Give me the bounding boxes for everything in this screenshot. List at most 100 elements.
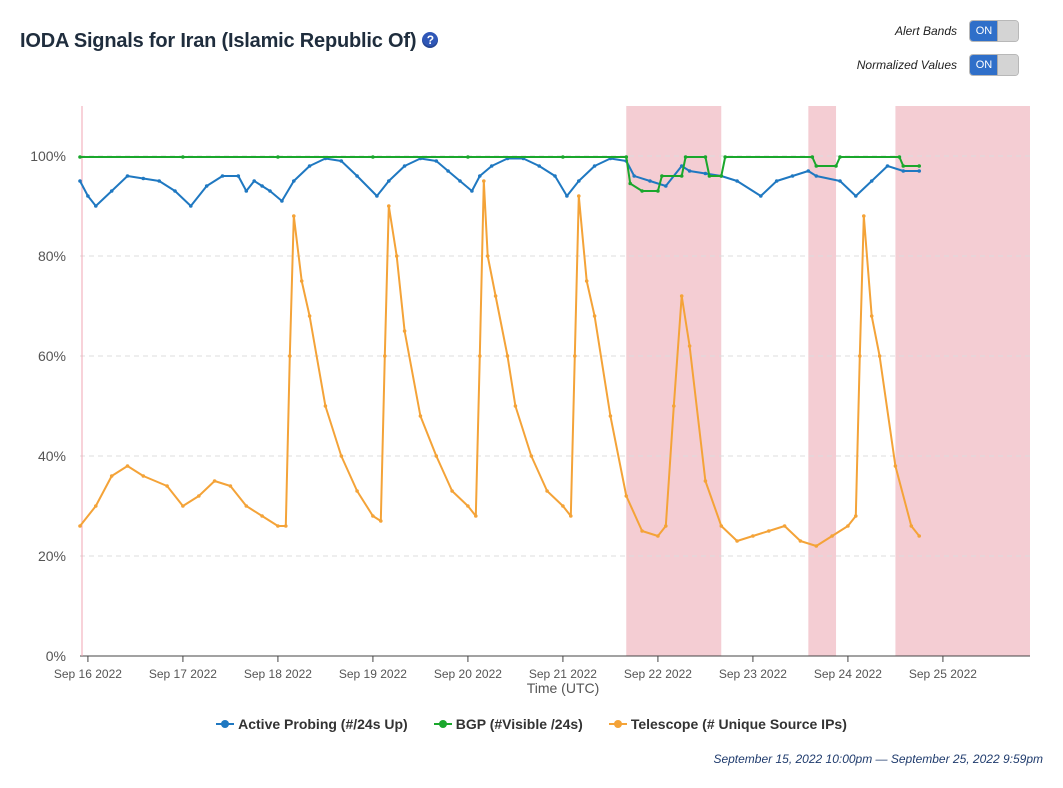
data-point-active-probing [854, 194, 858, 198]
data-point-telescope [679, 294, 684, 298]
data-point-telescope [577, 194, 581, 198]
data-point-bgp [707, 174, 712, 178]
data-point-telescope [276, 524, 280, 528]
alert-bands-label: Alert Bands [894, 24, 957, 38]
data-point-telescope [584, 279, 589, 283]
data-point-telescope [244, 504, 249, 508]
x-tick-label: Sep 20 2022 [434, 667, 502, 681]
data-point-telescope [485, 254, 490, 258]
data-point-telescope [292, 214, 296, 218]
data-point-telescope [197, 494, 201, 498]
data-point-active-probing [664, 184, 668, 188]
data-point-bgp [719, 174, 724, 178]
data-point-active-probing [94, 204, 98, 208]
data-point-telescope [640, 529, 644, 533]
alert-bands-toggle-state: ON [970, 21, 998, 41]
data-point-telescope [402, 329, 407, 333]
data-point-active-probing [735, 179, 739, 183]
data-point-active-probing [553, 174, 557, 178]
data-point-active-probing [774, 179, 779, 183]
help-icon[interactable]: ? [422, 32, 439, 48]
y-tick-label: 40% [38, 448, 66, 464]
data-point-active-probing [838, 179, 842, 183]
x-tick-label: Sep 24 2022 [814, 667, 882, 681]
data-point-telescope [474, 514, 478, 518]
normalized-values-toggle-row: Normalized Values ON [857, 54, 1019, 76]
data-point-telescope [323, 404, 328, 408]
data-point-telescope [703, 479, 708, 483]
data-point-bgp [628, 181, 632, 186]
data-point-bgp [703, 155, 708, 159]
x-axis-label: Time (UTC) [527, 680, 600, 696]
toggle-knob [997, 55, 1018, 75]
data-point-telescope [466, 504, 470, 508]
data-point-active-probing [885, 164, 890, 168]
alert-band-1 [626, 106, 722, 656]
data-point-bgp [656, 189, 660, 193]
data-point-active-probing [252, 179, 256, 183]
data-point-bgp [181, 155, 185, 159]
data-point-telescope [798, 539, 803, 543]
legend-item-bgp[interactable]: BGP (#Visible /24s) [433, 716, 583, 732]
data-point-telescope [592, 314, 597, 318]
data-point-active-probing [489, 164, 494, 168]
data-point-bgp [814, 164, 819, 168]
data-point-bgp [624, 155, 629, 159]
y-tick-label: 0% [46, 648, 66, 664]
legend-item-telescope[interactable]: Telescope (# Unique Source IPs) [608, 716, 847, 732]
y-tick-label: 100% [30, 148, 66, 164]
data-point-bgp [660, 174, 664, 178]
data-point-telescope [379, 519, 383, 523]
data-point-bgp [723, 155, 727, 159]
data-point-bgp [917, 164, 921, 168]
data-point-active-probing [806, 169, 811, 173]
data-point-telescope [288, 354, 292, 358]
data-point-telescope [478, 354, 482, 358]
data-point-active-probing [917, 169, 921, 173]
data-point-telescope [383, 354, 387, 358]
data-point-telescope [767, 529, 771, 533]
data-point-active-probing [759, 194, 763, 198]
x-tick-label: Sep 23 2022 [719, 667, 787, 681]
data-point-telescope [355, 489, 359, 493]
data-point-active-probing [292, 179, 296, 183]
data-point-active-probing [204, 184, 209, 188]
data-point-telescope [569, 514, 573, 518]
series-line-active-probing [79, 157, 920, 207]
data-point-telescope [299, 279, 304, 283]
series-bgp [78, 155, 921, 193]
y-tick-label: 20% [38, 548, 66, 564]
legend-swatch-bgp [433, 719, 452, 729]
data-point-active-probing [402, 164, 407, 168]
data-point-active-probing [577, 179, 581, 183]
data-point-telescope [561, 504, 565, 508]
data-point-telescope [751, 534, 755, 538]
y-tick-label: 80% [38, 248, 66, 264]
signals-chart[interactable]: 0% 20% 40% 60% 80% 100% Sep 16 2022 Sep 17 2022… [0, 0, 1063, 710]
data-point-telescope [719, 524, 724, 528]
toggle-knob [997, 21, 1018, 41]
data-point-active-probing [220, 174, 225, 178]
data-point-telescope [814, 544, 819, 548]
data-point-active-probing [901, 169, 906, 173]
data-point-bgp [834, 164, 838, 168]
normalized-values-toggle[interactable]: ON [969, 54, 1019, 76]
data-point-telescope [493, 294, 498, 298]
series-active-probing [78, 156, 921, 208]
data-point-active-probing [355, 174, 359, 178]
x-tick-label: Sep 16 2022 [54, 667, 122, 681]
data-point-active-probing [814, 174, 819, 178]
data-point-active-probing [173, 189, 177, 193]
data-point-telescope [228, 484, 233, 488]
legend-item-active-probing[interactable]: Active Probing (#/24s Up) [216, 716, 408, 732]
page-title: IODA Signals for Iran (Islamic Republic … [20, 30, 439, 53]
x-tick-label: Sep 19 2022 [339, 667, 407, 681]
data-point-active-probing [125, 174, 130, 178]
data-point-telescope [371, 514, 375, 518]
x-tick-label: Sep 25 2022 [909, 667, 977, 681]
alert-bands-toggle[interactable]: ON [969, 20, 1019, 42]
data-point-active-probing [339, 159, 344, 163]
data-point-telescope [387, 204, 391, 208]
data-point-telescope [909, 524, 914, 528]
data-point-active-probing [78, 179, 82, 183]
